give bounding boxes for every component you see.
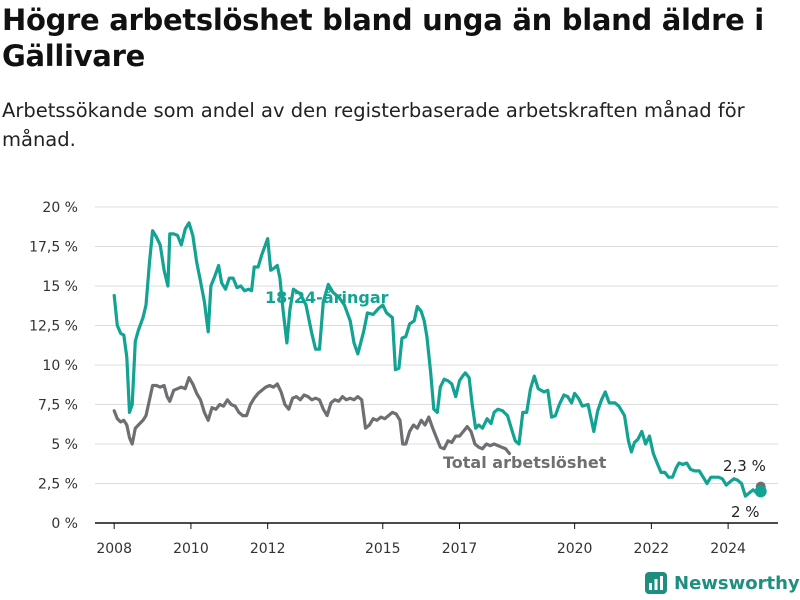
x-axis: 2008 2010 2012 2015 2017 2020 2022 2024: [95, 522, 778, 557]
x-tick-label: 2012: [250, 541, 286, 557]
youth-end-value-label: 2 %: [731, 503, 760, 521]
x-tick-label: 2020: [557, 541, 593, 557]
total-series-line: [112, 376, 511, 456]
x-tick-label: 2022: [634, 541, 670, 557]
x-tick-label: 2008: [96, 541, 132, 557]
youth-series-label: 18-24-åringar: [265, 288, 389, 307]
x-tick-label: 2015: [365, 541, 401, 557]
y-tick-label: 20 %: [42, 200, 78, 216]
total-end-value-label: 2,3 %: [723, 457, 766, 475]
brand-name: Newsworthy: [674, 572, 800, 594]
youth-series-line: [112, 221, 763, 498]
x-tick-label: 2010: [173, 541, 209, 557]
series-lines: [112, 221, 767, 498]
y-tick-label: 0 %: [51, 516, 78, 532]
y-tick-label: 10 %: [42, 358, 78, 374]
y-tick-label: 15 %: [42, 279, 78, 295]
total-series-label: Total arbetslöshet: [443, 453, 607, 472]
y-tick-label: 12,5 %: [29, 319, 78, 335]
y-tick-label: 17,5 %: [29, 240, 78, 256]
y-tick-label: 2,5 %: [38, 477, 78, 493]
youth-end-point: [754, 485, 767, 498]
newsworthy-logo: Newsworthy: [644, 569, 800, 597]
chart-subtitle: Arbetssökande som andel av den registerb…: [2, 99, 745, 151]
x-tick-label: 2017: [442, 541, 478, 557]
y-tick-label: 7,5 %: [38, 398, 78, 414]
bar-chart-icon: [645, 572, 667, 594]
x-tick-label: 2024: [710, 541, 746, 557]
annotations: 18-24-åringar Total arbetslöshet 2,3 % 2…: [265, 288, 766, 521]
y-axis-ticks: 0 % 2,5 % 5 % 7,5 % 10 % 12,5 % 15 % 17,5 % 20 %: [29, 200, 78, 532]
chart-title: Högre arbetslöshet bland unga än bland ä…: [2, 3, 764, 73]
grid-lines: [95, 206, 778, 484]
y-tick-label: 5 %: [51, 437, 78, 453]
